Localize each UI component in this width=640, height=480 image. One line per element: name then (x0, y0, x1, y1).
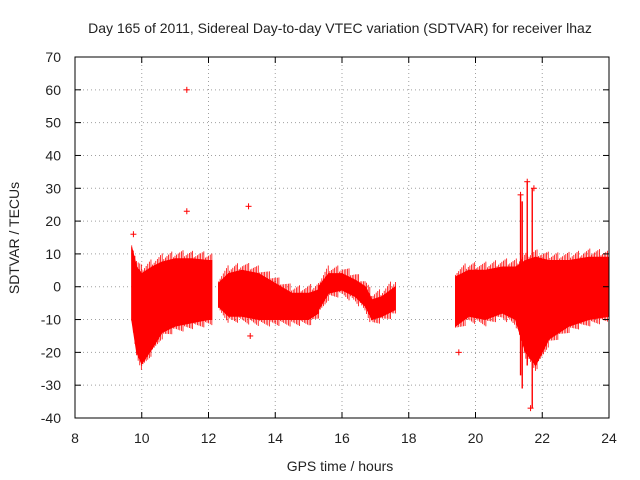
chart-title: Day 165 of 2011, Sidereal Day-to-day VTE… (88, 20, 592, 36)
x-tick-label: 18 (401, 430, 417, 446)
envelope-segment-1 (131, 245, 213, 370)
y-tick-label: -10 (41, 312, 61, 328)
y-tick-label: 60 (45, 82, 61, 98)
x-tick-label: 16 (334, 430, 350, 446)
y-tick-label: 70 (45, 49, 61, 65)
ticks: 8 10 12 14 16 18 20 22 24 -40 -30 -20 -10 0 10 20 30 40 50… (41, 49, 617, 446)
outlier-point (245, 203, 252, 210)
outlier-point (183, 86, 190, 93)
y-tick-label: 20 (45, 213, 61, 229)
y-tick-label: 10 (45, 246, 61, 262)
x-tick-label: 24 (601, 430, 617, 446)
y-tick-label: 30 (45, 180, 61, 196)
x-tick-label: 14 (267, 430, 283, 446)
outlier-point (247, 332, 254, 339)
x-tick-label: 12 (201, 430, 217, 446)
y-tick-label: 50 (45, 115, 61, 131)
y-axis-label: SDTVAR / TECUs (6, 182, 22, 294)
outlier-point (183, 208, 190, 215)
envelope-segment-3 (318, 265, 396, 324)
x-axis-label: GPS time / hours (287, 458, 394, 474)
outlier-point (455, 349, 462, 356)
y-tick-label: 0 (53, 279, 61, 295)
x-tick-label: 20 (468, 430, 484, 446)
data-layer (130, 86, 610, 412)
y-tick-label: -40 (41, 410, 61, 426)
outlier-point (130, 231, 137, 238)
y-tick-label: -30 (41, 377, 61, 393)
series-envelope (218, 269, 320, 320)
y-tick-label: -20 (41, 344, 61, 360)
y-tick-label: 40 (45, 147, 61, 163)
envelope-segment-2 (218, 263, 320, 327)
grid (75, 57, 609, 418)
x-tick-label: 8 (71, 430, 79, 446)
x-tick-label: 22 (534, 430, 550, 446)
x-tick-label: 10 (134, 430, 150, 446)
